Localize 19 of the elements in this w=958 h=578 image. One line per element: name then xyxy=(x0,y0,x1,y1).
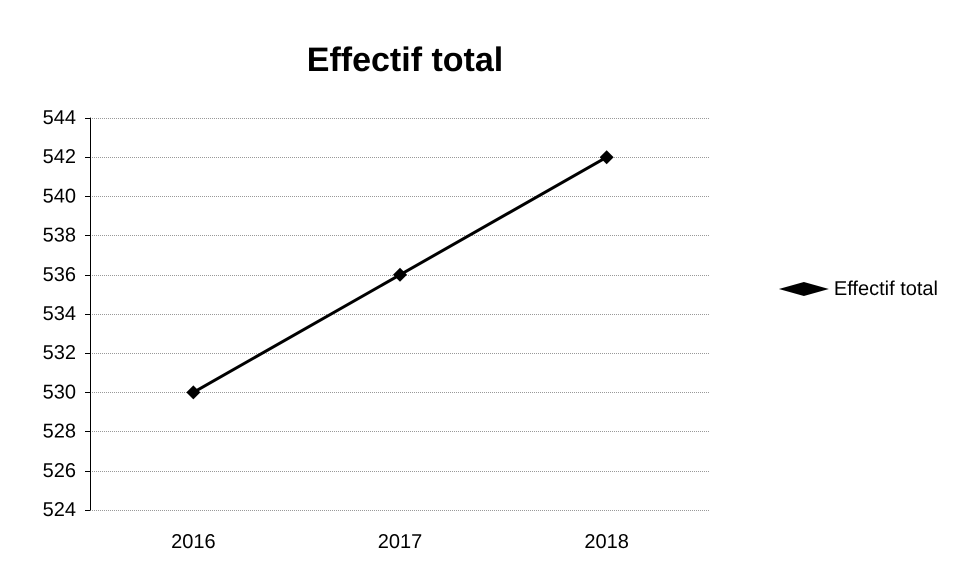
y-tick-label: 538 xyxy=(42,224,76,247)
chart-title: Effectif total xyxy=(306,41,504,79)
y-tick-label: 534 xyxy=(42,303,76,325)
x-tick-label: 2016 xyxy=(171,531,216,553)
y-tick-label: 542 xyxy=(42,146,76,168)
y-tick-label: 544 xyxy=(42,107,76,129)
y-tick-label: 532 xyxy=(42,342,76,364)
point xyxy=(393,268,407,282)
legend-label: Effectif total xyxy=(834,278,938,300)
point xyxy=(600,150,614,164)
y-tick-label: 536 xyxy=(42,264,76,286)
y-tick-label: 540 xyxy=(42,185,76,208)
y-tick-label: 530 xyxy=(42,381,76,404)
x-tick-label: 2017 xyxy=(378,531,422,553)
x-tick-label: 2018 xyxy=(584,531,629,553)
y-tick-label: 528 xyxy=(42,420,76,443)
point xyxy=(186,385,200,400)
y-tick-label: 526 xyxy=(42,460,76,482)
y-tick-label: 524 xyxy=(42,499,76,521)
